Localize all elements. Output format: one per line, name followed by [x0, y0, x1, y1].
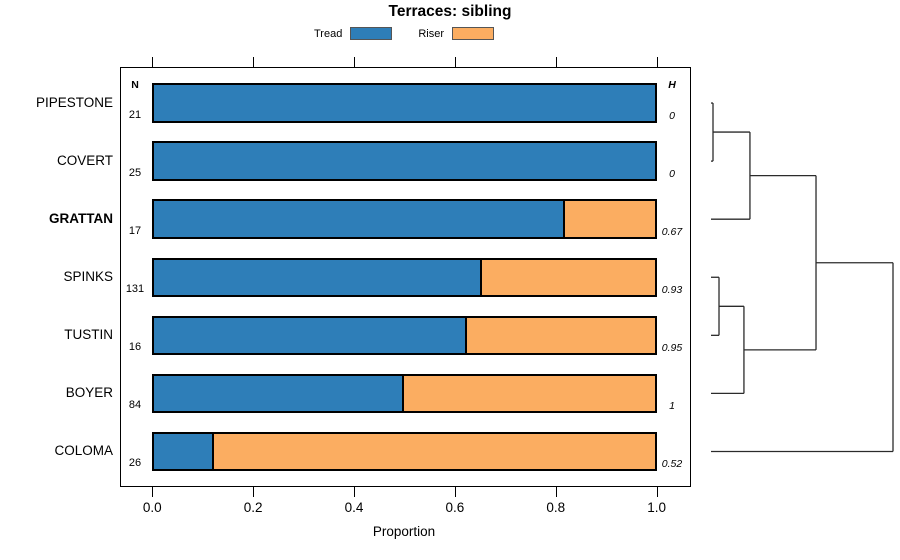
row-label-boyer: BOYER: [65, 385, 113, 401]
x-axis-bottom-tick: [253, 487, 255, 497]
n-value-covert: 25: [128, 166, 142, 179]
x-axis-top-tick: [656, 57, 658, 67]
h-value-pipestone: 0: [669, 109, 675, 122]
legend-label-riser: Riser: [418, 27, 444, 40]
n-value-spinks: 131: [125, 283, 145, 295]
h-value-covert: 0: [669, 167, 675, 180]
x-axis-tick-label: 0.2: [243, 500, 263, 515]
bar-segment-tread: [154, 85, 655, 121]
legend-swatch-riser: [452, 27, 494, 40]
x-axis-tick-label: 0.6: [445, 500, 465, 515]
row-label-grattan: GRATTAN: [49, 211, 113, 227]
bar-segment-riser: [482, 259, 655, 295]
n-value-boyer: 84: [128, 399, 142, 412]
bar-segment-riser: [404, 375, 655, 412]
bar-segment-riser: [467, 317, 655, 354]
x-axis-bottom-tick: [454, 487, 456, 497]
bar-coloma: [152, 431, 657, 472]
bar-segment-tread: [154, 201, 565, 237]
x-axis-top-tick: [454, 57, 456, 67]
row-label-spinks: SPINKS: [63, 269, 113, 285]
bar-segment-riser: [214, 433, 655, 470]
bar-tustin: [152, 315, 657, 356]
x-axis-tick-label: 0.8: [546, 500, 566, 515]
x-axis-tick-label: 1.0: [647, 500, 667, 515]
x-axis-label: Proportion: [372, 524, 436, 539]
x-axis-bottom-tick: [555, 487, 557, 497]
h-value-boyer: 1: [669, 400, 675, 413]
n-value-tustin: 16: [128, 341, 142, 354]
h-value-spinks: 0.93: [661, 284, 683, 296]
h-value-coloma: 0.52: [661, 458, 683, 471]
bar-boyer: [152, 373, 657, 414]
h-value-grattan: 0.67: [661, 225, 683, 238]
legend-item-riser: Riser: [418, 27, 494, 40]
legend-label-tread: Tread: [314, 27, 343, 40]
n-value-pipestone: 21: [128, 108, 142, 121]
row-label-coloma: COLOMA: [54, 443, 113, 459]
bar-segment-tread: [154, 259, 483, 295]
h-value-tustin: 0.95: [661, 342, 683, 355]
n-value-coloma: 26: [128, 457, 142, 470]
x-axis-top-tick: [152, 57, 154, 67]
x-axis-tick-label: 0.4: [344, 500, 364, 515]
h-column-header: H: [668, 79, 676, 91]
legend-swatch-tread: [350, 27, 393, 40]
x-axis-top-tick: [354, 57, 356, 67]
x-axis-tick-label: 0.0: [142, 500, 162, 515]
legend: Tread Riser: [104, 27, 704, 40]
row-label-covert: COVERT: [56, 153, 113, 169]
x-axis-top-tick: [555, 57, 557, 67]
x-axis-top-tick: [253, 57, 255, 67]
bar-spinks: [152, 257, 657, 297]
bar-segment-tread: [154, 433, 215, 470]
n-value-grattan: 17: [128, 224, 142, 237]
x-axis-bottom-tick: [656, 487, 658, 497]
bar-segment-riser: [564, 201, 655, 237]
x-axis-bottom-tick: [152, 487, 154, 497]
bar-segment-tread: [154, 143, 655, 179]
bar-pipestone: [152, 83, 657, 123]
x-axis-bottom-tick: [354, 487, 356, 497]
bar-segment-tread: [154, 317, 468, 354]
bar-grattan: [152, 199, 657, 239]
legend-item-tread: Tread: [314, 27, 393, 40]
n-column-header: N: [131, 79, 139, 91]
chart-title: Terraces: sibling: [388, 3, 512, 20]
row-label-pipestone: PIPESTONE: [35, 95, 113, 111]
bar-segment-tread: [154, 375, 405, 412]
bar-covert: [152, 141, 657, 181]
row-label-tustin: TUSTIN: [64, 327, 113, 343]
